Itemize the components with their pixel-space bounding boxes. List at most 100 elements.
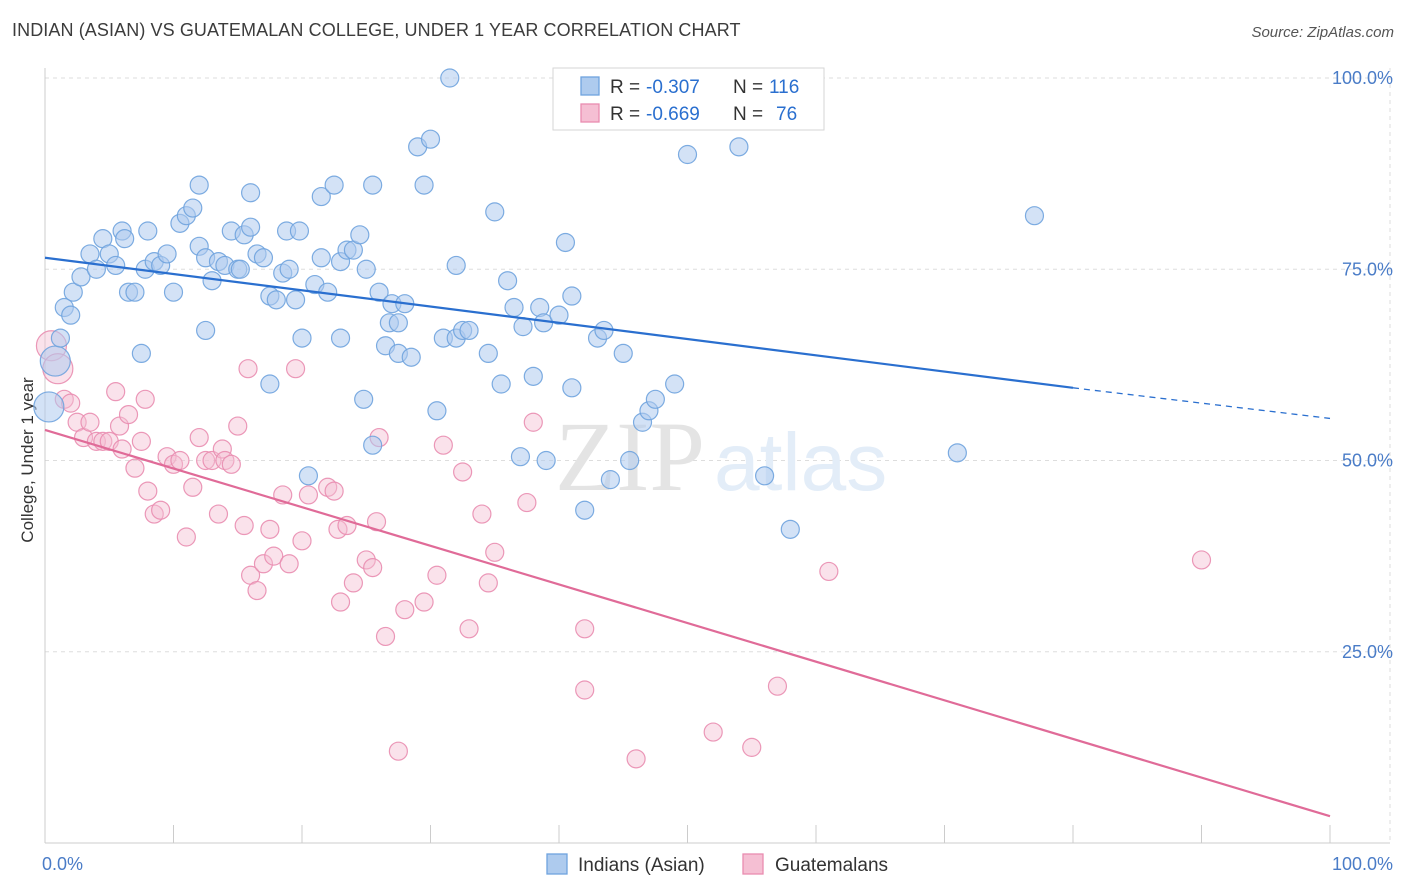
data-point	[575, 500, 595, 520]
data-point	[61, 393, 81, 413]
data-point	[125, 282, 145, 302]
data-point	[414, 592, 434, 612]
data-point	[363, 435, 383, 455]
source-label: Source: ZipAtlas.com	[1251, 24, 1394, 41]
data-point	[170, 450, 190, 471]
data-point	[330, 328, 351, 348]
data-point	[414, 175, 434, 195]
data-point	[459, 619, 479, 639]
series-legend: Indians (Asian) Guatemalans	[546, 853, 888, 876]
data-point	[523, 366, 543, 386]
legend-r-label-guatemalans: R =	[610, 104, 640, 125]
data-point	[703, 722, 723, 742]
data-point	[330, 592, 351, 612]
data-point	[375, 626, 396, 647]
data-point	[356, 550, 376, 570]
data-point	[523, 412, 543, 432]
data-point	[135, 389, 155, 409]
bottom-legend-label-indians: Indians (Asian)	[578, 855, 705, 876]
data-point	[208, 504, 229, 524]
data-point	[504, 297, 524, 318]
data-point	[298, 466, 319, 486]
data-point	[324, 175, 344, 195]
data-point	[289, 221, 310, 241]
data-point	[212, 439, 232, 459]
data-point	[472, 504, 492, 524]
data-point	[157, 244, 177, 264]
data-point	[196, 450, 216, 471]
data-point	[575, 619, 595, 639]
data-point	[555, 232, 576, 253]
data-point	[50, 328, 71, 348]
watermark: ZIP atlas	[555, 401, 887, 512]
data-point	[324, 481, 344, 501]
data-point	[354, 389, 374, 409]
data-point	[819, 561, 839, 582]
data-point	[138, 221, 158, 241]
data-point	[292, 328, 312, 348]
data-point	[253, 248, 274, 268]
data-point	[446, 255, 466, 276]
data-point	[343, 573, 363, 593]
bottom-legend-label-guatemalans: Guatemalans	[775, 855, 888, 876]
data-point	[356, 259, 376, 279]
data-point	[780, 519, 800, 539]
data-point	[510, 447, 531, 467]
legend-r-value-guatemalans: -0.669	[646, 104, 700, 125]
tick-labels: 25.0% 50.0% 75.0% 100.0% 0.0% 100.0%	[42, 68, 1393, 874]
data-point	[138, 481, 158, 501]
data-point	[63, 282, 83, 302]
data-point	[115, 229, 135, 249]
data-point	[183, 477, 203, 497]
bottom-legend-swatch-guatemalans	[742, 853, 764, 875]
data-point	[947, 443, 967, 463]
watermark-atlas: atlas	[714, 417, 887, 508]
data-point	[311, 248, 331, 268]
data-point	[485, 202, 505, 222]
data-point	[388, 741, 408, 761]
data-point	[369, 282, 389, 302]
data-point	[39, 345, 71, 377]
grid-lines	[45, 68, 1391, 843]
legend-n-label-indians: N =	[733, 77, 763, 98]
data-point	[536, 450, 556, 471]
y-tick-label: 25.0%	[1342, 642, 1393, 662]
data-point	[459, 320, 479, 341]
legend-n-value-indians: 116	[769, 77, 799, 98]
data-point	[427, 401, 447, 421]
data-point	[33, 391, 65, 423]
data-point	[517, 492, 537, 513]
guatemalans-points	[35, 330, 1212, 769]
data-point	[151, 500, 171, 520]
data-point	[163, 282, 184, 302]
data-point	[420, 129, 441, 149]
legend-r-value-indians: -0.307	[646, 77, 700, 98]
data-point	[230, 259, 250, 279]
data-point	[279, 259, 299, 279]
data-point	[298, 485, 319, 505]
data-point	[626, 749, 646, 769]
data-point	[478, 573, 498, 593]
data-point	[485, 542, 505, 562]
data-point	[620, 450, 640, 471]
legend-n-label-guatemalans: N =	[733, 104, 763, 125]
data-point	[285, 359, 306, 379]
y-tick-label: 100.0%	[1332, 68, 1393, 88]
data-point	[311, 186, 331, 207]
data-point	[131, 343, 151, 363]
data-point	[677, 144, 698, 165]
legend-swatch-guatemalans	[580, 103, 600, 123]
data-point	[363, 175, 383, 195]
y-tick-label: 75.0%	[1342, 259, 1393, 279]
data-point	[350, 225, 370, 245]
y-tick-label: 50.0%	[1342, 451, 1393, 471]
data-point	[363, 557, 383, 578]
data-point	[253, 554, 274, 574]
data-point	[513, 317, 533, 337]
data-point	[61, 305, 81, 325]
data-point	[440, 68, 460, 88]
data-point	[247, 580, 267, 601]
data-point	[106, 382, 126, 402]
chart-title: INDIAN (ASIAN) VS GUATEMALAN COLLEGE, UN…	[12, 20, 741, 40]
data-point	[260, 374, 280, 394]
